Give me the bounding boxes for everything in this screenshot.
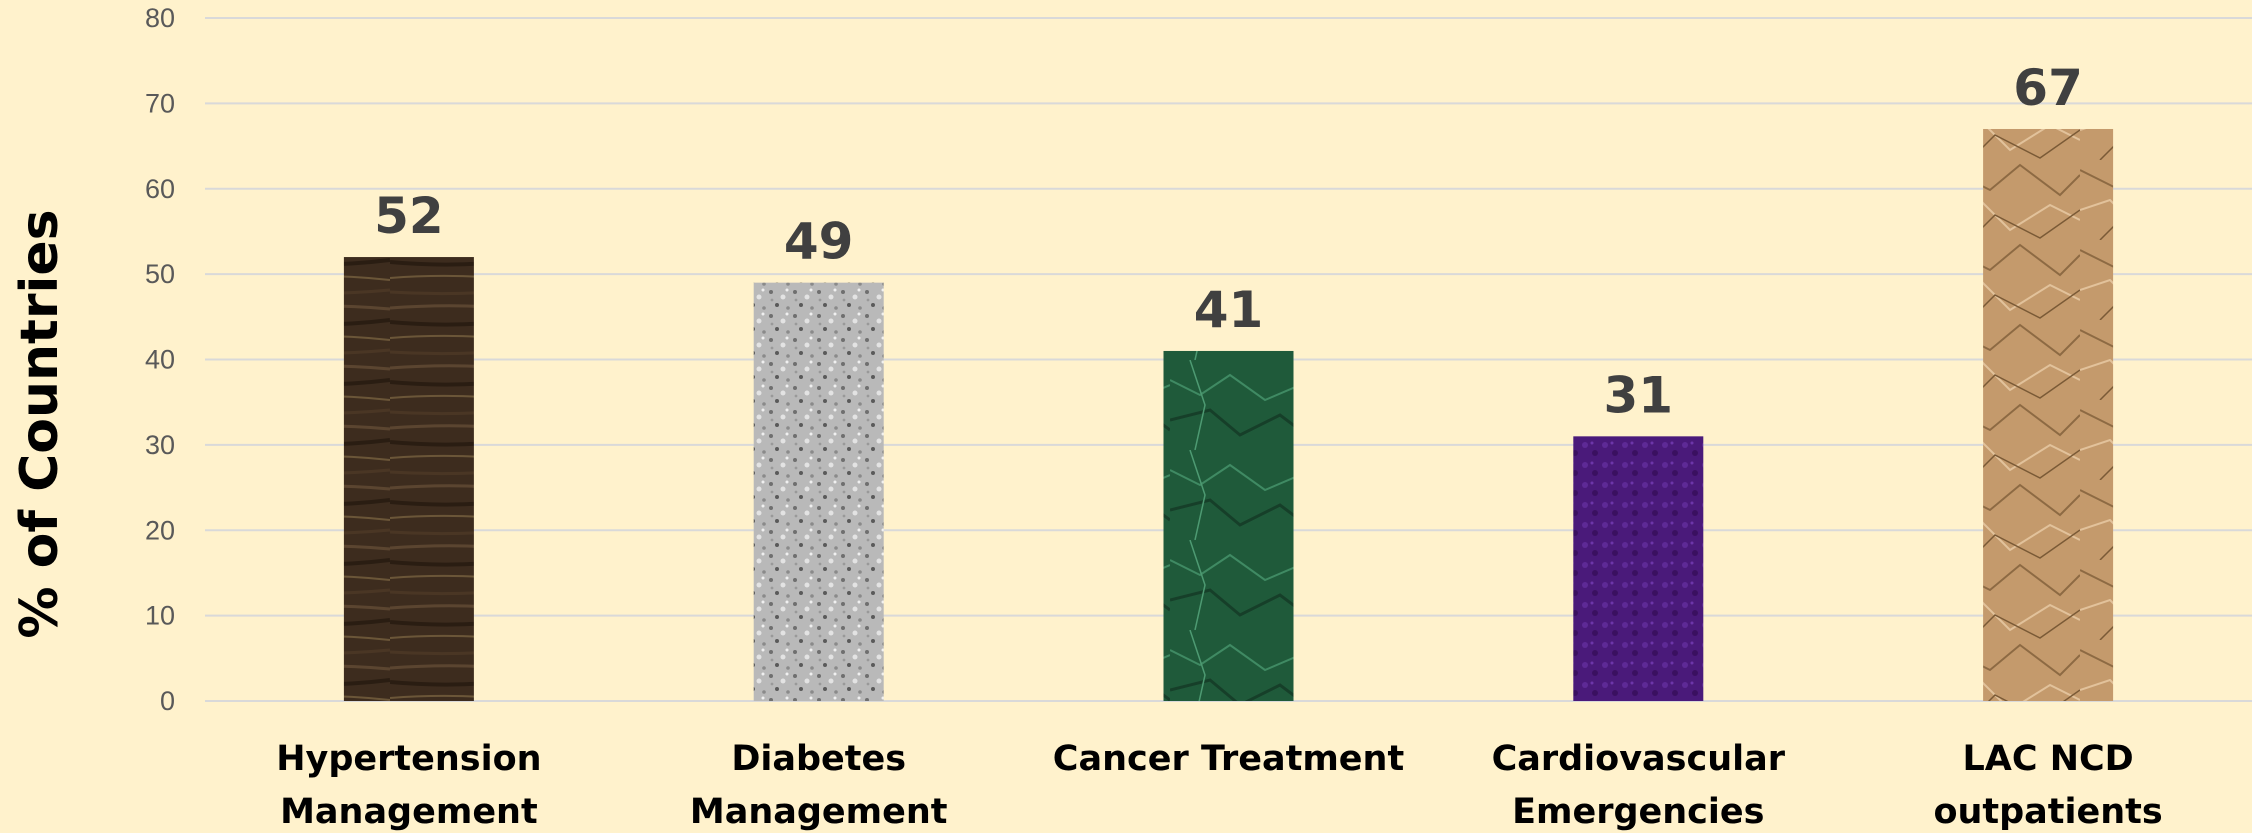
bar — [1573, 436, 1704, 701]
data-label: 67 — [2013, 59, 2083, 117]
data-label: 41 — [1194, 281, 1264, 339]
x-category-label: Cancer Treatment — [1053, 739, 1404, 779]
x-category-label: Management — [690, 792, 948, 832]
x-category-label: Emergencies — [1512, 792, 1764, 832]
x-category-label: Management — [280, 792, 538, 832]
bar — [1163, 350, 1294, 701]
bars — [343, 128, 2114, 702]
data-label: 52 — [374, 187, 444, 245]
x-category-label: outpatients — [1933, 792, 2162, 832]
y-tick-label: 50 — [145, 259, 175, 289]
y-tick-label: 0 — [160, 686, 175, 716]
y-tick-label: 40 — [145, 345, 175, 375]
x-category-label: Hypertension — [276, 739, 541, 779]
x-axis-categories: Hypertension Management Diabetes Management… — [276, 739, 2163, 832]
bar — [753, 282, 884, 701]
y-tick-label: 70 — [145, 88, 175, 118]
x-category-label: Cardiovascular — [1492, 739, 1786, 779]
x-category-label: LAC NCD — [1962, 739, 2133, 779]
bar — [343, 257, 474, 701]
data-label: 49 — [784, 213, 854, 271]
y-tick-label: 80 — [145, 3, 175, 33]
y-axis-title: % of Countries — [10, 209, 70, 638]
data-labels: 52 49 41 31 67 — [374, 59, 2083, 424]
y-tick-label: 10 — [145, 601, 175, 631]
y-tick-label: 30 — [145, 430, 175, 460]
data-label: 31 — [1604, 366, 1674, 424]
x-category-label: Diabetes — [731, 739, 906, 779]
bar — [1983, 128, 2114, 702]
y-tick-label: 20 — [145, 515, 175, 545]
y-tick-label: 60 — [145, 174, 175, 204]
y-axis-ticks: 0 10 20 30 40 50 60 70 80 — [145, 3, 175, 716]
